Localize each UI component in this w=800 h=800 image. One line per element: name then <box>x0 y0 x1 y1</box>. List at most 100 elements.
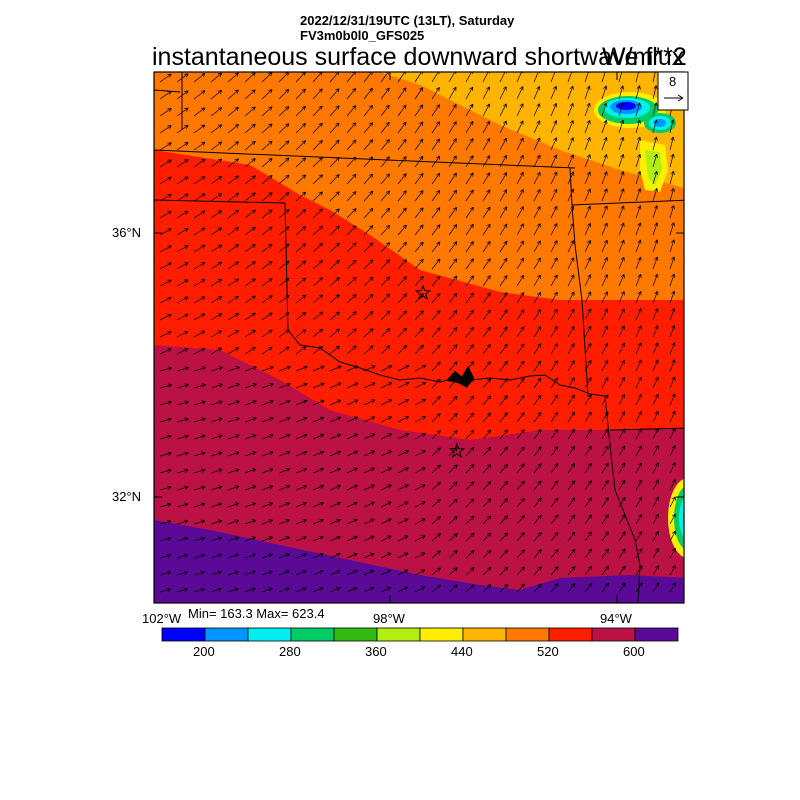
wind-arrow <box>465 464 475 474</box>
wind-arrow <box>363 156 374 168</box>
wind-arrow <box>482 326 491 338</box>
wind-arrow <box>193 347 206 355</box>
wind-arrow <box>499 566 509 576</box>
colorbar-box-0 <box>161 627 206 642</box>
wind-arrow <box>397 518 409 525</box>
wind-arrow <box>550 188 558 202</box>
wind-arrow <box>431 224 441 236</box>
wind-arrow <box>397 293 408 304</box>
lat-label-36n: 36°N <box>112 225 142 240</box>
wind-arrow <box>159 451 172 457</box>
wind-arrow <box>159 366 173 372</box>
wind-arrow <box>414 275 424 287</box>
wind-arrow <box>227 330 239 338</box>
wind-arrow <box>584 291 592 304</box>
wind-arrow <box>210 502 223 508</box>
wind-arrow <box>329 399 342 406</box>
wind-arrow <box>193 400 206 406</box>
wind-arrow <box>227 278 240 287</box>
wind-arrow <box>312 467 325 474</box>
wind-arrow <box>482 155 491 168</box>
wind-arrow <box>176 90 189 100</box>
wind-arrow <box>244 485 257 491</box>
wind-arrow <box>312 484 325 491</box>
wind-arrow <box>380 190 390 202</box>
wind-arrow <box>397 365 410 372</box>
wind-arrow <box>380 365 393 372</box>
wind-arrow <box>159 417 172 423</box>
wind-arrow <box>635 136 642 151</box>
wind-arrow <box>261 519 273 525</box>
wind-arrow <box>346 569 358 576</box>
wind-arrow <box>176 296 189 304</box>
wind-arrow <box>295 174 307 185</box>
wind-arrow <box>635 496 643 508</box>
wind-arrow <box>635 72 641 83</box>
wind-arrow <box>499 103 507 117</box>
wind-arrow <box>618 411 626 423</box>
wind-arrow <box>380 310 391 321</box>
wind-arrow <box>584 119 591 134</box>
wind-arrow <box>312 174 323 185</box>
wind-arrow <box>652 359 659 372</box>
wind-arrow <box>397 121 407 134</box>
wind-arrow <box>261 451 274 457</box>
wind-arrow <box>380 173 390 185</box>
wind-arrow <box>261 536 273 542</box>
wind-arrow <box>533 549 542 559</box>
wind-arrow <box>159 245 172 253</box>
wind-arrow <box>278 587 290 593</box>
wind-arrow <box>431 104 440 117</box>
wind-arrow <box>414 416 426 423</box>
wind-arrow <box>363 139 374 151</box>
wind-arrow <box>652 325 659 338</box>
wind-arrow <box>210 570 222 576</box>
wind-arrow <box>159 296 172 304</box>
wind-arrow <box>312 535 324 542</box>
lon-label-102w: 102°W <box>142 611 182 626</box>
wind-arrow <box>363 518 375 525</box>
wind-arrow <box>244 553 256 559</box>
wind-arrow <box>363 345 374 355</box>
wind-arrow <box>516 446 525 457</box>
wind-arrow <box>601 582 609 593</box>
wind-arrow <box>652 85 658 100</box>
wind-arrow <box>448 498 458 508</box>
wind-arrow <box>312 328 324 338</box>
wind-arrow <box>363 535 375 542</box>
valid-time-header: 2022/12/31/19UTC (13LT), Saturday <box>300 13 515 28</box>
wind-arrow <box>227 244 240 253</box>
wind-arrow <box>227 366 240 372</box>
wind-arrow <box>312 105 323 117</box>
wind-arrow <box>499 395 508 406</box>
wind-arrow <box>465 258 474 270</box>
wind-arrow <box>584 102 591 117</box>
wind-arrow <box>244 158 256 168</box>
wind-arrow <box>210 400 223 406</box>
wind-arrow <box>346 225 357 236</box>
wind-arrow <box>363 552 375 559</box>
wind-arrow <box>448 532 458 542</box>
wind-arrow <box>295 553 307 559</box>
colorbar-box-4 <box>333 627 378 642</box>
wind-arrow <box>380 139 390 151</box>
wind-arrow <box>193 244 206 253</box>
wind-arrow <box>652 153 658 168</box>
wind-arrow <box>465 292 475 304</box>
wind-arrow <box>482 429 492 440</box>
wind-arrow <box>397 224 407 236</box>
wind-arrow <box>516 394 525 406</box>
wind-arrow <box>193 536 206 542</box>
wind-arrow <box>295 484 308 491</box>
wind-arrow <box>193 90 206 100</box>
wind-arrow <box>261 553 273 559</box>
wind-arrow <box>635 393 642 406</box>
wind-arrow <box>414 241 424 253</box>
wind-arrow <box>346 345 357 355</box>
wind-arrow <box>210 124 223 134</box>
wind-arrow <box>584 325 592 338</box>
wind-arrow <box>176 348 189 355</box>
wind-arrow <box>244 244 256 253</box>
colorbar-tick-label: 280 <box>279 644 301 659</box>
wind-arrow <box>567 325 575 338</box>
